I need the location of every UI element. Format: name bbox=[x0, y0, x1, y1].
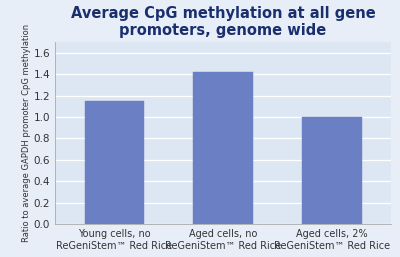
Bar bbox=[85, 101, 144, 224]
Bar bbox=[302, 117, 362, 224]
Bar bbox=[193, 72, 253, 224]
Title: Average CpG methylation at all gene
promoters, genome wide: Average CpG methylation at all gene prom… bbox=[71, 6, 376, 38]
Y-axis label: Ratio to average GAPDH promoter CpG methylation: Ratio to average GAPDH promoter CpG meth… bbox=[22, 24, 30, 242]
